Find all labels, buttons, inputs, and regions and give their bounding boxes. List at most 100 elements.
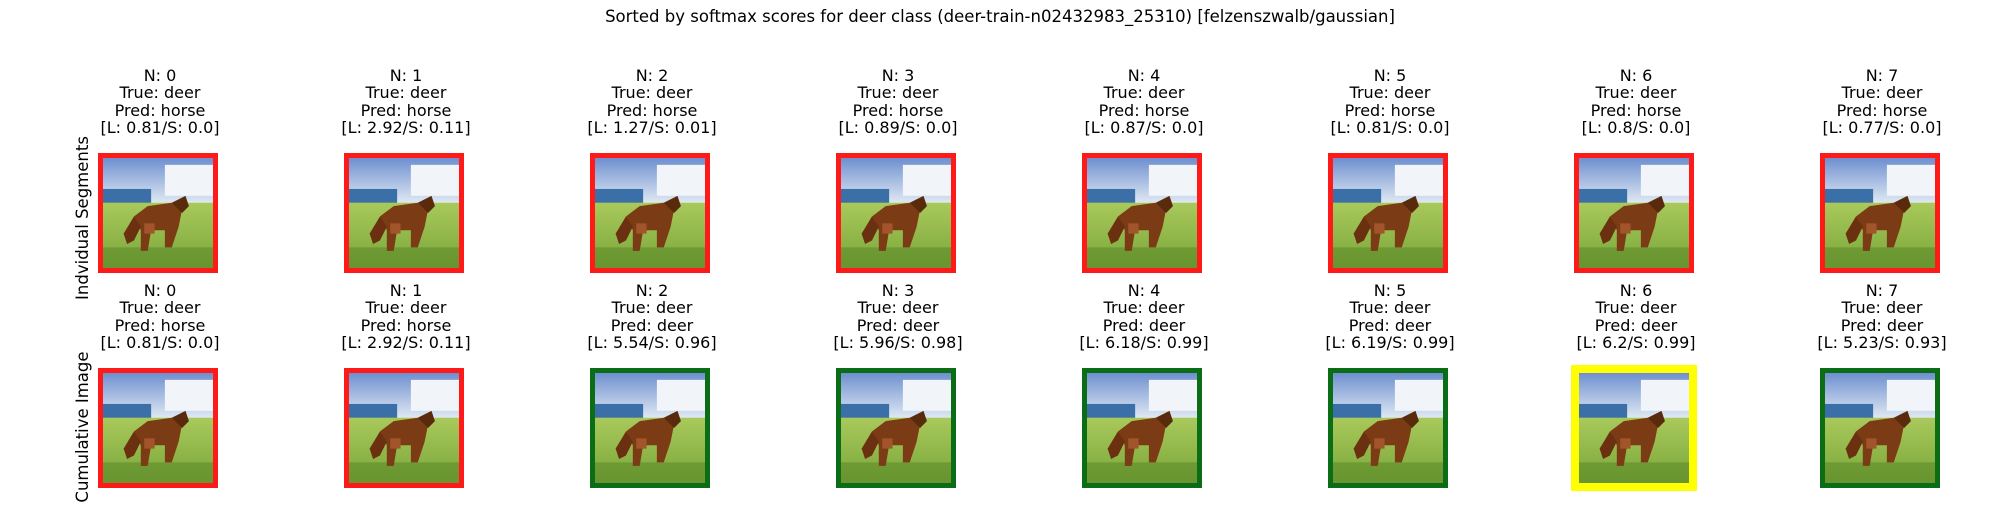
logit-softmax-scores: [L: 5.23/S: 0.93] [1817,333,1947,353]
panel-caption: N: 4 True: deer Pred: horse [L: 0.87/S: 0.0… [1044,67,1244,137]
predicted-class-label: Pred: horse [360,100,452,120]
true-class-label: True: deer [1595,298,1677,318]
panel-index-label: N: 5 [1373,281,1407,300]
panel-index-label: N: 3 [881,66,915,85]
logit-softmax-scores: [L: 1.27/S: 0.01] [587,118,717,138]
image-panel: N: 7 True: deer Pred: deer [L: 5.23/S: 0.93… [1782,282,1982,502]
image-panel: N: 3 True: deer Pred: horse [L: 0.89/S: 0.0… [798,67,998,287]
image-panel: N: 5 True: deer Pred: deer [L: 6.19/S: 0.99… [1290,282,1490,502]
horse-thumbnail-image [1087,373,1197,483]
panel-index-label: N: 6 [1619,281,1653,300]
horse-thumbnail-image [841,373,951,483]
true-class-label: True: deer [119,83,201,103]
true-class-label: True: deer [611,298,693,318]
panel-caption: N: 6 True: deer Pred: horse [L: 0.8/S: 0.0] [1536,67,1736,137]
logit-softmax-scores: [L: 5.96/S: 0.98] [833,333,963,353]
true-class-label: True: deer [857,298,939,318]
prediction-border-green [1082,368,1202,488]
predicted-class-label: Pred: deer [856,315,940,335]
horse-thumbnail-image [595,158,705,268]
image-panel: N: 6 True: deer Pred: horse [L: 0.8/S: 0.0] [1536,67,1736,287]
logit-softmax-scores: [L: 0.81/S: 0.0] [100,333,220,353]
panel-caption: N: 0 True: deer Pred: horse [L: 0.81/S: 0.0… [60,67,260,137]
panel-index-label: N: 1 [389,281,423,300]
panel-index-label: N: 2 [635,66,669,85]
prediction-border-red [344,368,464,488]
panel-index-label: N: 6 [1619,66,1653,85]
prediction-border-red [98,368,218,488]
predicted-class-label: Pred: deer [1102,315,1186,335]
horse-thumbnail-image [1579,158,1689,268]
image-panel: N: 4 True: deer Pred: deer [L: 6.18/S: 0.99… [1044,282,1244,502]
logit-softmax-scores: [L: 2.92/S: 0.11] [341,333,471,353]
predicted-class-label: Pred: horse [1098,100,1190,120]
prediction-border-red [1082,153,1202,273]
prediction-border-red [836,153,956,273]
panel-index-label: N: 4 [1127,66,1161,85]
panel-caption: N: 2 True: deer Pred: horse [L: 1.27/S: 0.0… [552,67,752,137]
logit-softmax-scores: [L: 0.77/S: 0.0] [1822,118,1942,138]
predicted-class-label: Pred: horse [1836,100,1928,120]
prediction-border-green [836,368,956,488]
prediction-border-red [590,153,710,273]
logit-softmax-scores: [L: 6.18/S: 0.99] [1079,333,1209,353]
image-panel: N: 0 True: deer Pred: horse [L: 0.81/S: 0.0… [60,282,260,502]
prediction-border-red [98,153,218,273]
prediction-border-green [1328,368,1448,488]
horse-thumbnail-image [1087,158,1197,268]
horse-thumbnail-image [1333,158,1443,268]
image-panel: N: 3 True: deer Pred: deer [L: 5.96/S: 0.98… [798,282,998,502]
panel-caption: N: 0 True: deer Pred: horse [L: 0.81/S: 0.0… [60,282,260,352]
image-panel: N: 5 True: deer Pred: horse [L: 0.81/S: 0.0… [1290,67,1490,287]
image-panel: N: 2 True: deer Pred: horse [L: 1.27/S: 0.0… [552,67,752,287]
true-class-label: True: deer [1349,298,1431,318]
horse-thumbnail-image [1579,373,1689,483]
prediction-border-red [1328,153,1448,273]
predicted-class-label: Pred: horse [852,100,944,120]
panel-caption: N: 2 True: deer Pred: deer [L: 5.54/S: 0.96… [552,282,752,352]
predicted-class-label: Pred: horse [360,315,452,335]
horse-thumbnail-image [349,158,459,268]
logit-softmax-scores: [L: 6.19/S: 0.99] [1325,333,1455,353]
horse-thumbnail-image [595,373,705,483]
logit-softmax-scores: [L: 0.87/S: 0.0] [1084,118,1204,138]
panel-caption: N: 3 True: deer Pred: deer [L: 5.96/S: 0.98… [798,282,998,352]
panel-index-label: N: 0 [143,66,177,85]
true-class-label: True: deer [1841,298,1923,318]
horse-thumbnail-image [1333,373,1443,483]
image-panel: N: 4 True: deer Pred: horse [L: 0.87/S: 0.0… [1044,67,1244,287]
prediction-border-red [1820,153,1940,273]
image-panel: N: 6 True: deer Pred: deer [L: 6.2/S: 0.99] [1536,282,1736,502]
image-panel: N: 2 True: deer Pred: deer [L: 5.54/S: 0.96… [552,282,752,502]
prediction-border-red [344,153,464,273]
image-panel: N: 7 True: deer Pred: horse [L: 0.77/S: 0.0… [1782,67,1982,287]
predicted-class-label: Pred: deer [1840,315,1924,335]
panel-caption: N: 4 True: deer Pred: deer [L: 6.18/S: 0.99… [1044,282,1244,352]
horse-thumbnail-image [841,158,951,268]
image-panel: N: 0 True: deer Pred: horse [L: 0.81/S: 0.0… [60,67,260,287]
predicted-class-label: Pred: deer [1348,315,1432,335]
true-class-label: True: deer [119,298,201,318]
panel-index-label: N: 5 [1373,66,1407,85]
logit-softmax-scores: [L: 0.81/S: 0.0] [100,118,220,138]
predicted-class-label: Pred: horse [114,100,206,120]
image-panel: N: 1 True: deer Pred: horse [L: 2.92/S: 0.1… [306,282,506,502]
predicted-class-label: Pred: deer [1594,315,1678,335]
panel-caption: N: 1 True: deer Pred: horse [L: 2.92/S: 0.1… [306,282,506,352]
panel-index-label: N: 0 [143,281,177,300]
true-class-label: True: deer [611,83,693,103]
logit-softmax-scores: [L: 5.54/S: 0.96] [587,333,717,353]
true-class-label: True: deer [1103,298,1185,318]
true-class-label: True: deer [1595,83,1677,103]
logit-softmax-scores: [L: 0.8/S: 0.0] [1581,118,1691,138]
prediction-border-yellow [1571,365,1697,491]
horse-thumbnail-image [349,373,459,483]
panel-caption: N: 3 True: deer Pred: horse [L: 0.89/S: 0.0… [798,67,998,137]
panel-caption: N: 1 True: deer Pred: horse [L: 2.92/S: 0.1… [306,67,506,137]
true-class-label: True: deer [857,83,939,103]
image-panel: N: 1 True: deer Pred: horse [L: 2.92/S: 0.1… [306,67,506,287]
horse-thumbnail-image [1825,158,1935,268]
panel-caption: N: 7 True: deer Pred: horse [L: 0.77/S: 0.0… [1782,67,1982,137]
panel-index-label: N: 2 [635,281,669,300]
figure-title: Sorted by softmax scores for deer class … [605,7,1395,26]
